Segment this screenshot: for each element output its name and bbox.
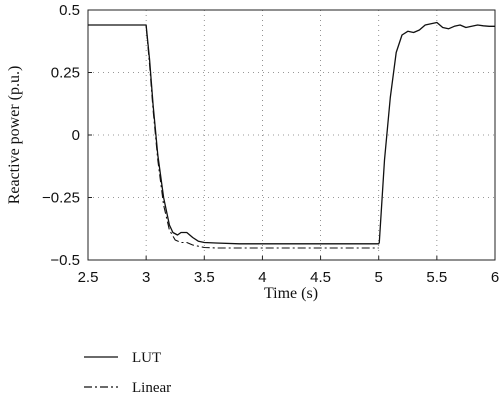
series-lines	[88, 21, 495, 249]
x-tick-label: 4	[258, 269, 266, 286]
series-line-lut	[88, 21, 495, 245]
grid-lines	[88, 10, 495, 260]
legend-label-lut: LUT	[132, 350, 161, 366]
x-tick-label: 5.5	[426, 269, 447, 286]
legend-label-linear: Linear	[132, 380, 171, 396]
x-tick-label: 3	[142, 269, 150, 286]
legend: LUT Linear	[84, 350, 171, 396]
y-tick-label: 0	[72, 127, 80, 144]
x-tick-label: 5	[375, 269, 383, 286]
axis-ticks: 2.5 3 3.5 4 4.5 5 5.5 6 0.5 0.25 0 −0.25 −0.5	[42, 2, 499, 286]
y-tick-label: −0.25	[42, 190, 80, 207]
x-tick-label: 4.5	[310, 269, 331, 286]
x-tick-label: 2.5	[78, 269, 99, 286]
x-tick-label: 3.5	[194, 269, 215, 286]
y-tick-label: −0.5	[50, 252, 80, 269]
y-axis-title: Reactive power (p.u.)	[6, 66, 23, 205]
series-line-linear	[88, 24, 379, 249]
x-axis-title: Time (s)	[264, 285, 318, 302]
y-tick-label: 0.5	[59, 2, 80, 19]
y-tick-label: 0.25	[51, 65, 80, 82]
x-tick-label: 6	[491, 269, 499, 286]
